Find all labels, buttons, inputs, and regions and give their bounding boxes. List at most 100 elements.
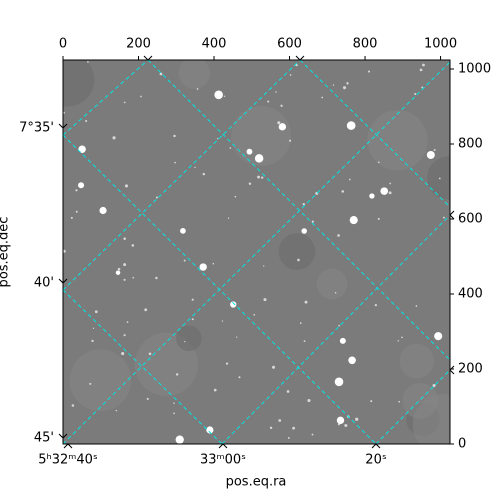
star (272, 365, 276, 369)
star (85, 120, 88, 123)
star (144, 308, 148, 312)
star (348, 356, 356, 365)
nebulosity (402, 382, 439, 419)
star (191, 318, 194, 321)
star (278, 419, 282, 422)
dec-label: 45' (34, 431, 54, 446)
y-axis-label: pos.eq.dec (0, 217, 12, 288)
star (334, 377, 344, 387)
ra-label: 33ᵐ00ˢ (200, 453, 246, 468)
star (275, 91, 277, 93)
star (123, 101, 126, 104)
x-tick-label: 0 (59, 37, 67, 52)
nebulosity (278, 233, 316, 270)
star (71, 404, 75, 407)
star (339, 337, 346, 344)
star (341, 190, 345, 193)
star (89, 382, 92, 385)
star (301, 228, 307, 234)
star (148, 352, 152, 356)
star (126, 321, 129, 323)
star (146, 397, 149, 400)
star (257, 175, 261, 179)
star (346, 121, 356, 130)
star (115, 270, 121, 275)
star (415, 305, 418, 307)
star (367, 70, 371, 73)
image-stars (63, 60, 450, 444)
star (278, 123, 287, 131)
star (299, 322, 302, 325)
star (336, 416, 345, 425)
star (348, 178, 351, 181)
star (289, 74, 292, 76)
star (332, 84, 335, 86)
star (174, 161, 176, 164)
star (337, 234, 340, 237)
star (422, 63, 425, 67)
star (99, 206, 107, 215)
y-tick-label: 400 (458, 287, 483, 302)
star (421, 86, 424, 89)
star (304, 300, 308, 304)
star (115, 409, 118, 412)
star (269, 426, 273, 430)
star (63, 249, 66, 253)
star (380, 187, 389, 195)
star (370, 400, 373, 403)
x-tick-label: 1000 (424, 37, 457, 52)
star (377, 161, 380, 164)
star (223, 95, 226, 98)
star (263, 265, 265, 267)
star (123, 263, 127, 267)
ra-label: 5ʰ32ᵐ40ˢ (38, 453, 98, 468)
star (214, 90, 223, 100)
nebulosity (176, 325, 202, 352)
x-tick-label: 800 (353, 37, 378, 52)
star (253, 313, 256, 316)
star (432, 383, 436, 388)
star (191, 298, 194, 301)
star (389, 182, 392, 185)
star (311, 220, 314, 223)
star (311, 433, 314, 436)
star (221, 320, 224, 322)
star (342, 86, 347, 90)
star (254, 154, 264, 163)
star (92, 327, 95, 329)
star (175, 373, 179, 376)
star (91, 339, 94, 343)
star (94, 310, 98, 314)
star (112, 136, 116, 140)
star (180, 227, 186, 234)
star (194, 166, 196, 169)
star (443, 216, 445, 219)
star (302, 202, 305, 206)
star (292, 426, 296, 430)
star (334, 292, 337, 294)
star (124, 184, 129, 188)
star (369, 193, 375, 199)
star (338, 324, 340, 327)
star (388, 191, 392, 195)
star (263, 298, 267, 302)
nebulosity (231, 105, 292, 167)
nebulosity (316, 268, 348, 300)
nebulosity (399, 343, 435, 379)
star (199, 263, 207, 271)
star (321, 96, 324, 99)
x-axis-label: pos.eq.ra (226, 475, 287, 490)
star (398, 400, 401, 403)
star (236, 336, 238, 338)
y-tick-label: 0 (458, 437, 466, 452)
star (227, 217, 230, 219)
star (267, 100, 270, 103)
star (87, 61, 89, 63)
star (184, 341, 186, 343)
star (196, 88, 199, 90)
ra-label: 20ˢ (365, 453, 387, 468)
star (346, 82, 349, 85)
star (238, 376, 241, 379)
star (246, 148, 253, 155)
